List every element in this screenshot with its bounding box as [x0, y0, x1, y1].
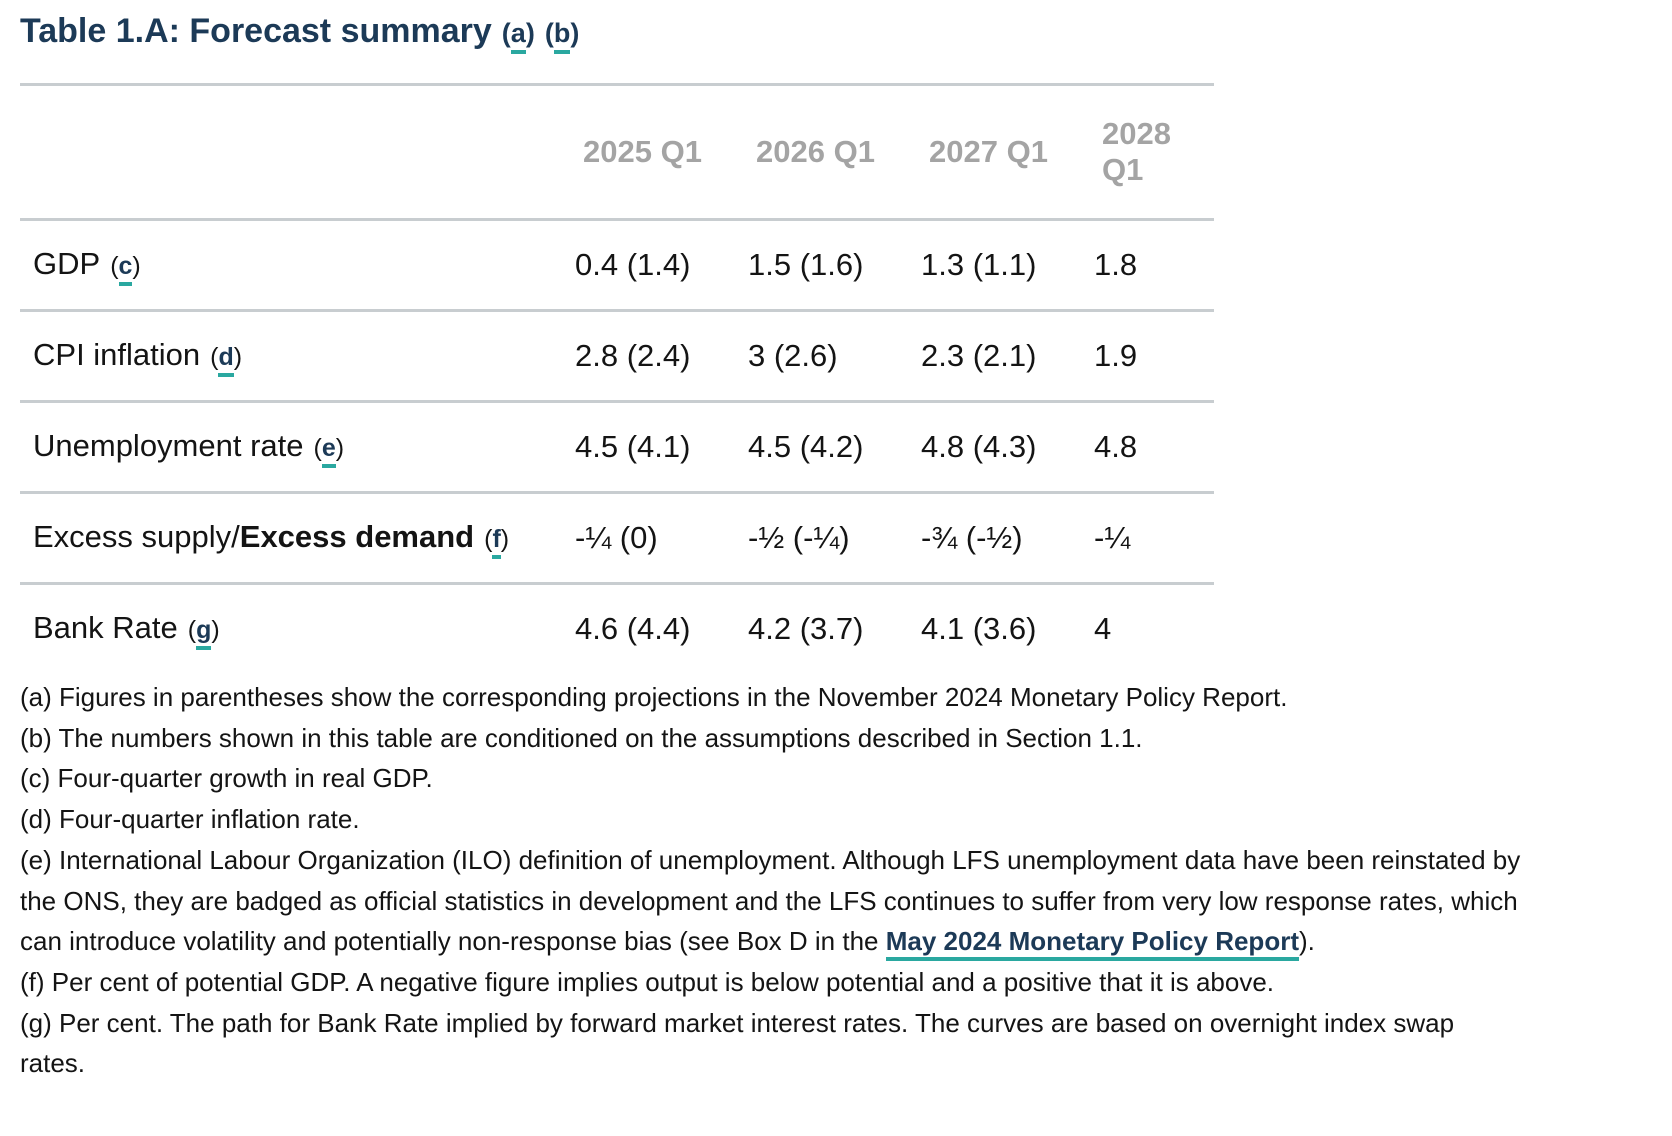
footnote-ref-c: (c) — [110, 252, 141, 286]
footnote-a-link[interactable]: a — [510, 18, 526, 54]
table-row-excess-supply-demand: Excess supply/Excess demand (f) -¼ (0) -½… — [20, 493, 1214, 584]
cell-gdp-2026q1: 1.5 (1.6) — [748, 247, 864, 282]
footnote-b: (b) The numbers shown in this table are … — [20, 718, 1522, 759]
footnote-ref-e: (e) — [314, 434, 344, 468]
footnote-e: (e) International Labour Organization (I… — [20, 840, 1522, 962]
cell-cpi-2028q1: 1.9 — [1094, 338, 1138, 373]
column-header-2027-q1: 2027 Q1 — [929, 134, 1048, 169]
cell-excess-2028q1: -¼ — [1094, 520, 1131, 555]
footnote-text: (e) International Labour Organization (I… — [20, 844, 1521, 957]
footnote-a: (a) Figures in parentheses show the corr… — [20, 677, 1522, 718]
cell-unemployment-2028q1: 4.8 — [1094, 429, 1138, 464]
footnote-text: (b) The numbers shown in this table are … — [20, 722, 1143, 753]
table-title-text: Table 1.A: Forecast summary — [20, 12, 492, 50]
row-label-bank-rate: Bank Rate (g) — [20, 584, 575, 674]
footnote-g: (g) Per cent. The path for Bank Rate imp… — [20, 1003, 1522, 1084]
footnotes-section: (a) Figures in parentheses show the corr… — [20, 677, 1522, 1084]
row-label-bold-text: Excess demand — [239, 519, 475, 554]
table-row-gdp: GDP (c) 0.4 (1.4) 1.5 (1.6) 1.3 (1.1) 1.8 — [20, 220, 1214, 311]
footnote-b-link[interactable]: b — [553, 18, 571, 54]
footnote-text: (a) Figures in parentheses show the corr… — [20, 682, 1288, 712]
footnote-ref-d: (d) — [210, 343, 242, 377]
table-row-unemployment-rate: Unemployment rate (e) 4.5 (4.1) 4.5 (4.2)… — [20, 402, 1214, 493]
footnote-text: (d) Four-quarter inflation rate. — [20, 804, 360, 835]
cell-bankrate-2026q1: 4.2 (3.7) — [748, 611, 864, 646]
row-label-text: Bank Rate — [33, 610, 178, 645]
cell-excess-2025q1: -¼ (0) — [575, 520, 658, 555]
footnote-d: (d) Four-quarter inflation rate. — [20, 799, 1522, 840]
table-header-row: 2025 Q1 2026 Q1 2027 Q1 2028 Q1 — [20, 85, 1214, 220]
footnote-f-link[interactable]: f — [492, 525, 501, 559]
cell-unemployment-2027q1: 4.8 (4.3) — [921, 429, 1037, 464]
footnote-ref-f: (f) — [484, 525, 509, 559]
table-row-cpi-inflation: CPI inflation (d) 2.8 (2.4) 3 (2.6) 2.3 (… — [20, 311, 1214, 402]
column-header-2025-q1: 2025 Q1 — [583, 134, 702, 169]
column-header-empty — [20, 85, 575, 220]
row-label-excess-supply-demand: Excess supply/Excess demand (f) — [20, 493, 575, 584]
table-row-bank-rate: Bank Rate (g) 4.6 (4.4) 4.2 (3.7) 4.1 (3.… — [20, 584, 1214, 674]
footnote-f: (f) Per cent of potential GDP. A negativ… — [20, 962, 1522, 1003]
row-label-gdp: GDP (c) — [20, 220, 575, 311]
footnote-text: ). — [1298, 926, 1315, 957]
cell-cpi-2026q1: 3 (2.6) — [748, 338, 838, 373]
cell-cpi-2025q1: 2.8 (2.4) — [575, 338, 691, 373]
cell-bankrate-2028q1: 4 — [1094, 611, 1112, 646]
cell-cpi-2027q1: 2.3 (2.1) — [921, 338, 1037, 373]
forecast-summary-table: 2025 Q1 2026 Q1 2027 Q1 2028 Q1 GDP (c) 0… — [20, 83, 1214, 673]
cell-unemployment-2026q1: 4.5 (4.2) — [748, 429, 864, 464]
row-label-text: GDP — [33, 246, 101, 281]
column-header-2026-q1: 2026 Q1 — [756, 134, 875, 169]
may-2024-mpr-link[interactable]: May 2024 Monetary Policy Report — [885, 926, 1299, 962]
title-footnote-ref-a: (a) — [502, 18, 535, 54]
footnote-text: (f) Per cent of potential GDP. A negativ… — [20, 966, 1275, 997]
cell-bankrate-2027q1: 4.1 (3.6) — [921, 611, 1037, 646]
cell-gdp-2025q1: 0.4 (1.4) — [575, 247, 691, 282]
cell-gdp-2027q1: 1.3 (1.1) — [921, 247, 1037, 282]
footnote-c-link[interactable]: c — [118, 252, 133, 286]
cell-excess-2027q1: -¾ (-½) — [921, 520, 1023, 555]
row-label-unemployment-rate: Unemployment rate (e) — [20, 402, 575, 493]
footnote-e-link[interactable]: e — [321, 434, 336, 468]
cell-unemployment-2025q1: 4.5 (4.1) — [575, 429, 691, 464]
cell-bankrate-2025q1: 4.6 (4.4) — [575, 611, 691, 646]
footnote-text: (c) Four-quarter growth in real GDP. — [20, 763, 433, 794]
footnote-d-link[interactable]: d — [218, 343, 234, 377]
row-label-text: Unemployment rate — [33, 428, 304, 463]
footnote-g-link[interactable]: g — [196, 616, 212, 650]
row-label-text: CPI inflation — [33, 337, 201, 372]
footnote-ref-g: (g) — [188, 616, 220, 650]
table-title: Table 1.A: Forecast summary (a) (b) — [20, 12, 1652, 54]
row-label-text: Excess supply/ — [33, 519, 240, 554]
title-footnote-ref-b: (b) — [545, 18, 579, 54]
row-label-cpi-inflation: CPI inflation (d) — [20, 311, 575, 402]
column-header-2028-q1: 2028 Q1 — [1102, 116, 1171, 187]
footnote-c: (c) Four-quarter growth in real GDP. — [20, 758, 1522, 799]
cell-gdp-2028q1: 1.8 — [1094, 247, 1138, 282]
cell-excess-2026q1: -½ (-¼) — [748, 520, 850, 555]
footnote-text: (g) Per cent. The path for Bank Rate imp… — [20, 1007, 1455, 1079]
